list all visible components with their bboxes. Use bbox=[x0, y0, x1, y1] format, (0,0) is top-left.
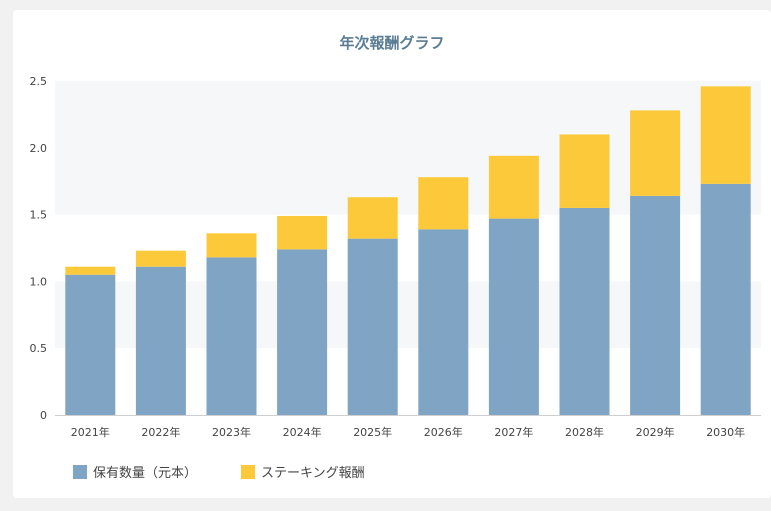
y-tick-label: 0.5 bbox=[30, 342, 48, 355]
x-tick-label: 2023年 bbox=[212, 425, 251, 439]
y-tick-label: 1.0 bbox=[30, 275, 48, 288]
x-tick-label: 2021年 bbox=[71, 425, 110, 439]
legend-label-principal: 保有数量（元本） bbox=[93, 466, 198, 481]
bar-staking bbox=[135, 250, 186, 267]
bar-principal bbox=[630, 195, 681, 415]
legend: 保有数量（元本） ステーキング報酬 bbox=[73, 462, 365, 481]
bar-principal bbox=[206, 257, 257, 415]
bar-staking bbox=[418, 177, 469, 230]
bar-staking bbox=[65, 266, 116, 275]
bar-principal bbox=[700, 183, 751, 415]
legend-swatch-principal bbox=[73, 464, 87, 479]
x-tick-label: 2024年 bbox=[283, 425, 322, 439]
x-tick-label: 2027年 bbox=[494, 425, 533, 439]
bar-staking bbox=[277, 215, 328, 250]
bar-staking bbox=[700, 86, 751, 184]
bar-staking bbox=[488, 155, 539, 219]
legend-label-staking: ステーキング報酬 bbox=[261, 466, 365, 481]
bar-principal bbox=[135, 266, 186, 415]
bar-principal bbox=[418, 229, 469, 415]
bar-staking bbox=[559, 134, 610, 208]
bar-staking bbox=[347, 197, 398, 239]
x-tick-label: 2028年 bbox=[565, 425, 604, 439]
x-tick-label: 2025年 bbox=[353, 425, 392, 439]
bar-staking bbox=[206, 233, 257, 258]
bar-principal bbox=[559, 207, 610, 415]
y-tick-label: 1.5 bbox=[30, 209, 48, 222]
bar-principal bbox=[347, 238, 398, 415]
bar-chart: 0 0.5 1.0 1.5 2.0 2.5 2021年 2022年 2023年 2024年 2025… bbox=[30, 75, 761, 439]
legend-item-principal[interactable]: 保有数量（元本） bbox=[73, 462, 197, 481]
bar-staking bbox=[630, 110, 681, 196]
bar-principal bbox=[65, 274, 116, 415]
chart-title: 年次報酬グラフ bbox=[339, 34, 445, 52]
y-tick-label: 2.5 bbox=[30, 75, 48, 88]
x-tick-label: 2026年 bbox=[424, 425, 463, 439]
x-tick-label: 2030年 bbox=[706, 425, 745, 439]
y-tick-label: 2.0 bbox=[30, 142, 48, 155]
chart-card: 年次報酬グラフ 0 0.5 1.0 1.5 2.0 2.5 2021年 2022年 2023年 2… bbox=[13, 10, 771, 498]
bar-principal bbox=[488, 218, 539, 415]
legend-swatch-staking bbox=[241, 464, 256, 479]
legend-item-staking[interactable]: ステーキング報酬 bbox=[241, 462, 365, 481]
bar-principal bbox=[277, 249, 328, 415]
x-tick-label: 2022年 bbox=[141, 425, 180, 439]
y-tick-label: 0 bbox=[40, 409, 47, 422]
x-tick-label: 2029年 bbox=[636, 425, 675, 439]
